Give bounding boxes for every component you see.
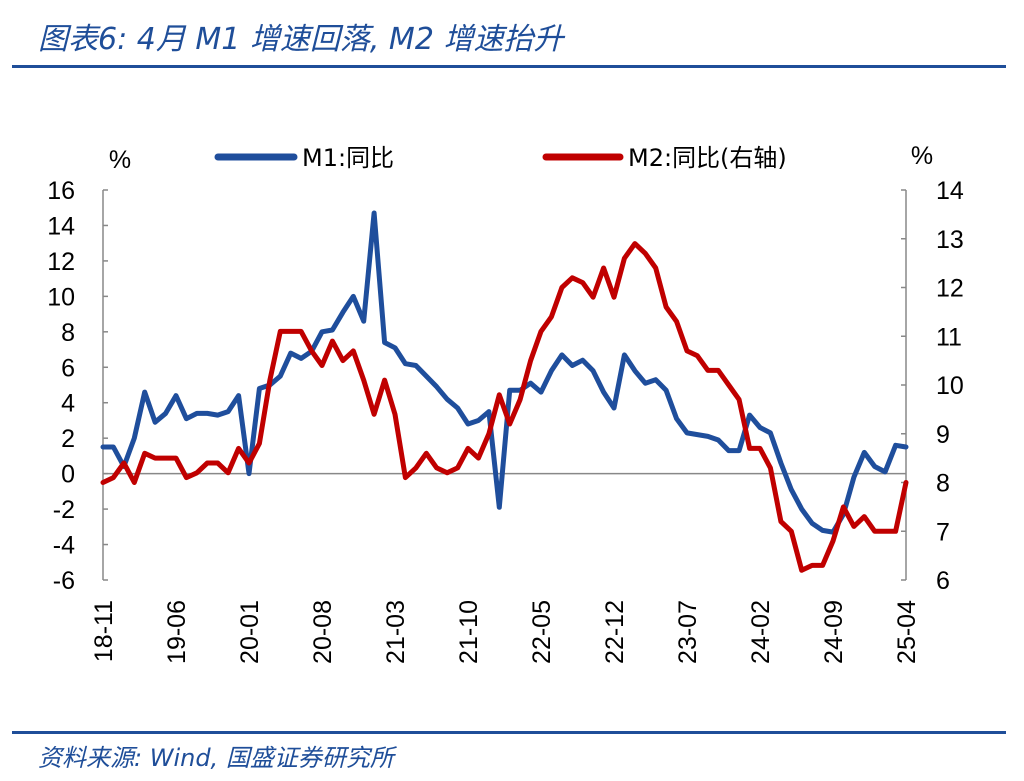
bottom-rule bbox=[12, 731, 1006, 734]
right-tick-label: 12 bbox=[936, 275, 964, 303]
left-tick-label: 14 bbox=[47, 212, 75, 240]
right-axis-unit: % bbox=[911, 142, 933, 170]
x-tick-label: 20-08 bbox=[309, 600, 337, 664]
x-tick-label: 24-09 bbox=[820, 600, 848, 664]
left-tick-label: 16 bbox=[47, 177, 75, 205]
right-tick-label: 9 bbox=[936, 421, 950, 449]
left-tick-label: 12 bbox=[47, 248, 75, 276]
chart-axes: -6 -4 -2 0 2 4 6 8 10 12 14 16% 6 7 8 9 10 11 12 13 14% 18-11… bbox=[47, 142, 964, 664]
x-tick-label: 18-11 bbox=[90, 600, 118, 662]
left-tick-label: 6 bbox=[61, 354, 75, 382]
right-tick-label: 8 bbox=[936, 470, 950, 498]
right-tick-label: 11 bbox=[936, 323, 962, 351]
x-tick-label: 19-06 bbox=[163, 600, 191, 664]
x-tick-label: 21-03 bbox=[382, 600, 410, 664]
legend-label-m2: M2:同比(右轴) bbox=[628, 144, 787, 172]
right-tick-label: 14 bbox=[936, 177, 964, 205]
x-tick-label: 21-10 bbox=[455, 600, 483, 664]
left-tick-label: 8 bbox=[61, 319, 75, 347]
left-tick-label: -2 bbox=[53, 496, 75, 524]
left-tick-label: -6 bbox=[53, 567, 75, 595]
m2-series-line bbox=[100, 241, 909, 573]
x-tick-label: 22-12 bbox=[601, 600, 629, 664]
x-tick-label: 22-05 bbox=[528, 600, 556, 664]
right-tick-label: 10 bbox=[936, 372, 964, 400]
top-rule bbox=[12, 65, 1006, 68]
legend-label-m1: M1:同比 bbox=[302, 144, 394, 172]
left-tick-label: 0 bbox=[61, 461, 75, 489]
left-tick-label: 10 bbox=[47, 283, 75, 311]
left-tick-label: -4 bbox=[53, 532, 75, 560]
right-tick-label: 6 bbox=[936, 567, 950, 595]
chart-series bbox=[100, 210, 909, 573]
x-tick-label: 25-04 bbox=[893, 600, 921, 664]
right-tick-label: 7 bbox=[936, 518, 950, 546]
right-tick-label: 13 bbox=[936, 226, 964, 254]
m1-series-line bbox=[100, 210, 909, 535]
chart-legend: M1:同比 M2:同比(右轴) bbox=[214, 144, 787, 172]
figure-title: 图表6: 4月 M1 增速回落, M2 增速抬升 bbox=[38, 22, 564, 57]
left-tick-label: 2 bbox=[61, 425, 75, 453]
left-tick-label: 4 bbox=[61, 390, 75, 418]
x-tick-label: 24-02 bbox=[747, 600, 775, 664]
x-tick-label: 20-01 bbox=[236, 600, 264, 664]
source-note: 资料来源: Wind, 国盛证券研究所 bbox=[38, 744, 394, 772]
left-axis-unit: % bbox=[109, 146, 131, 174]
x-tick-label: 23-07 bbox=[674, 600, 702, 664]
